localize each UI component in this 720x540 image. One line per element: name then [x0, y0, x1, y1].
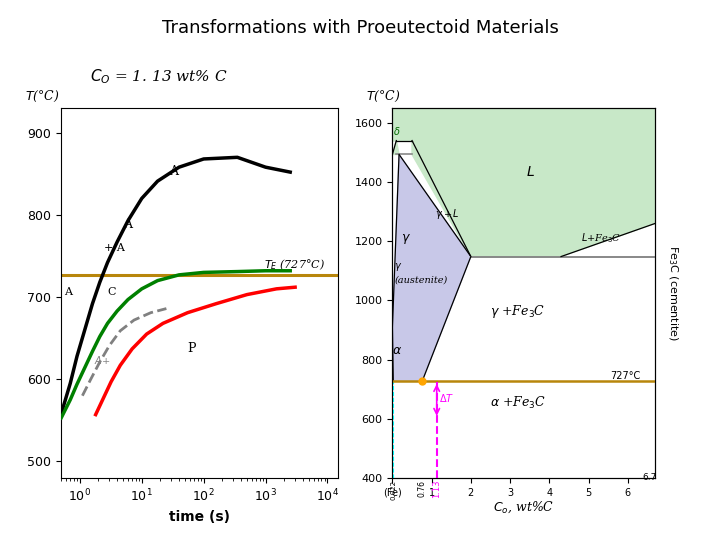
Text: A: A — [169, 165, 179, 178]
Text: $T$(°C): $T$(°C) — [25, 89, 60, 104]
Text: $T$(°C): $T$(°C) — [366, 89, 401, 104]
Polygon shape — [392, 140, 399, 154]
Text: 0.76: 0.76 — [418, 480, 427, 497]
Text: $C_O$ = 1. 13 wt% C: $C_O$ = 1. 13 wt% C — [90, 68, 227, 86]
Polygon shape — [392, 154, 471, 381]
Text: $T_E$ (727°C): $T_E$ (727°C) — [264, 257, 325, 272]
Text: 6.7: 6.7 — [642, 473, 657, 482]
Text: A: A — [64, 287, 72, 296]
Text: $L$+Fe$_3$C: $L$+Fe$_3$C — [580, 231, 621, 245]
X-axis label: time (s): time (s) — [169, 510, 230, 524]
Polygon shape — [412, 108, 655, 256]
Text: Transformations with Proeutectoid Materials: Transformations with Proeutectoid Materi… — [161, 19, 559, 37]
Text: C: C — [107, 287, 116, 298]
Text: $\delta$: $\delta$ — [393, 125, 401, 137]
Text: $\alpha$: $\alpha$ — [392, 343, 402, 356]
Text: A: A — [123, 218, 132, 231]
Text: $\gamma$ +$L$: $\gamma$ +$L$ — [435, 207, 459, 221]
Text: $A$+: $A$+ — [94, 354, 110, 367]
Polygon shape — [392, 108, 412, 141]
Text: $\Delta T$: $\Delta T$ — [439, 393, 454, 404]
Text: $\gamma$: $\gamma$ — [401, 232, 411, 246]
Text: $\gamma$
(austenite): $\gamma$ (austenite) — [395, 261, 448, 285]
Text: $\alpha$ +Fe$_3$C: $\alpha$ +Fe$_3$C — [490, 395, 546, 411]
Text: 1.13: 1.13 — [432, 480, 441, 498]
Text: $C_o$, wt%C: $C_o$, wt%C — [493, 500, 554, 515]
Y-axis label: Fe$_3$C (cementite): Fe$_3$C (cementite) — [666, 245, 680, 341]
Text: + A: + A — [104, 243, 125, 253]
Text: 727°C: 727°C — [610, 371, 640, 381]
Text: $\gamma$ +Fe$_3$C: $\gamma$ +Fe$_3$C — [490, 303, 546, 320]
Text: 0.022: 0.022 — [390, 480, 396, 500]
Text: P: P — [188, 342, 196, 355]
Text: $L$: $L$ — [526, 165, 535, 179]
